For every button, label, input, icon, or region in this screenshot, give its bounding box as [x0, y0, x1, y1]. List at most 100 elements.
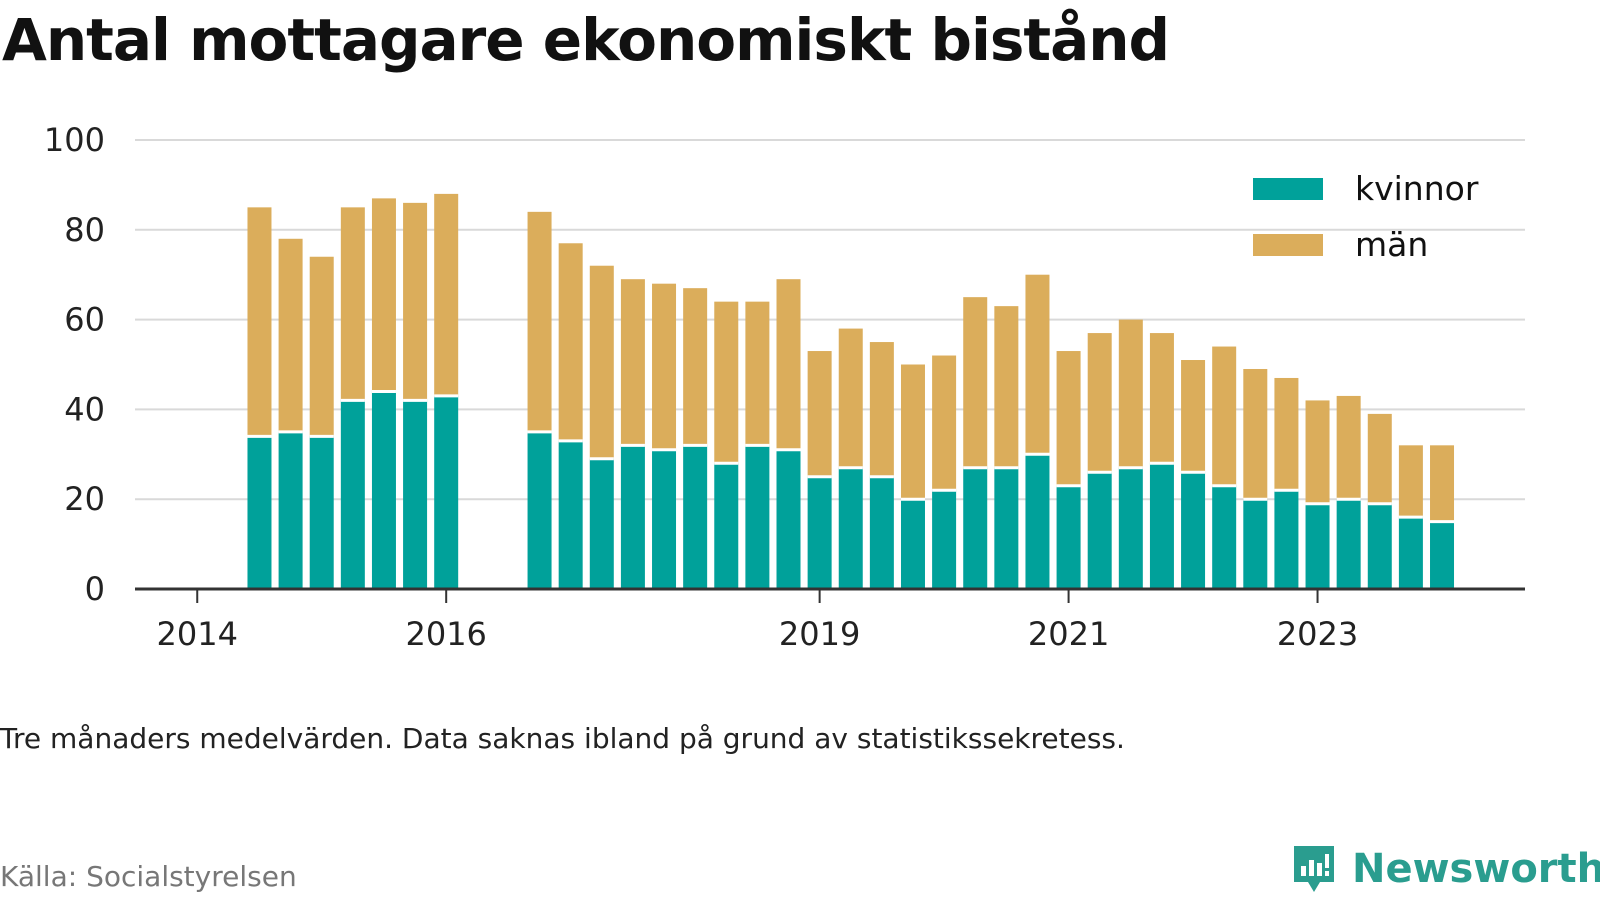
bar-kvinnor	[776, 449, 801, 589]
bar-man	[309, 256, 334, 437]
bar-kvinnor	[994, 467, 1019, 589]
legend-swatch-man	[1253, 234, 1323, 256]
bar-kvinnor	[1181, 472, 1206, 589]
y-axis-ticks: 0 20 40 60 80 100	[44, 121, 105, 608]
bar-kvinnor	[278, 431, 303, 589]
bar-man	[869, 342, 894, 477]
bar-man	[1274, 377, 1299, 491]
bars	[247, 193, 1455, 589]
bar-kvinnor	[900, 499, 925, 589]
x-tick-label: 2014	[157, 615, 238, 653]
bar-man	[900, 364, 925, 500]
legend-swatch-kvinnor	[1253, 178, 1323, 200]
bar-man	[1025, 274, 1050, 455]
bar-kvinnor	[1430, 521, 1455, 589]
bar-man	[1367, 413, 1392, 504]
legend: kvinnor män	[1253, 169, 1479, 264]
bar-man	[994, 306, 1019, 468]
bar-man	[932, 355, 957, 491]
bar-man	[340, 207, 365, 401]
bar-kvinnor	[1274, 490, 1299, 589]
bar-kvinnor	[247, 436, 272, 589]
bar-kvinnor	[309, 436, 334, 589]
bar-man	[1087, 333, 1112, 473]
y-tick-label: 80	[64, 211, 105, 249]
y-tick-label: 0	[85, 570, 105, 608]
bar-man	[776, 279, 801, 450]
x-tick-label: 2023	[1277, 615, 1358, 653]
bar-man	[652, 283, 677, 450]
bar-kvinnor	[1025, 454, 1050, 589]
bar-kvinnor	[434, 395, 459, 589]
chart-note: Tre månaders medelvärden. Data saknas ib…	[0, 722, 1125, 755]
bar-kvinnor	[403, 400, 428, 589]
bar-man	[1305, 400, 1330, 504]
source-text: Källa: Socialstyrelsen	[0, 860, 297, 893]
bar-man	[1149, 333, 1174, 464]
bar-kvinnor	[340, 400, 365, 589]
bar-kvinnor	[807, 476, 832, 589]
bar-man	[278, 238, 303, 432]
bar-man	[963, 297, 988, 468]
bar-kvinnor	[714, 463, 739, 589]
y-tick-label: 60	[64, 301, 105, 339]
bar-kvinnor	[1336, 499, 1361, 589]
bar-man	[1056, 351, 1081, 486]
brand-logo: Newsworthy	[1290, 842, 1600, 896]
brand-name: Newsworthy	[1352, 846, 1600, 892]
bar-kvinnor	[620, 445, 645, 589]
bar-man	[714, 301, 739, 464]
bar-kvinnor	[1212, 485, 1237, 589]
bar-kvinnor	[1087, 472, 1112, 589]
x-tick-label: 2019	[779, 615, 860, 653]
bar-man	[1118, 319, 1143, 468]
bar-man	[620, 279, 645, 446]
bar-kvinnor	[1398, 517, 1423, 589]
bar-kvinnor	[963, 467, 988, 589]
bar-man	[434, 193, 459, 396]
bar-kvinnor	[1367, 503, 1392, 589]
bar-kvinnor	[1305, 503, 1330, 589]
y-tick-label: 40	[64, 390, 105, 428]
x-tick-label: 2016	[405, 615, 486, 653]
bar-man	[589, 265, 614, 459]
bar-man	[745, 301, 770, 446]
bar-kvinnor	[589, 458, 614, 589]
bar-kvinnor	[527, 431, 552, 589]
legend-label-kvinnor: kvinnor	[1355, 169, 1479, 208]
x-tick-label: 2021	[1028, 615, 1109, 653]
bar-man	[371, 198, 396, 392]
bar-kvinnor	[652, 449, 677, 589]
chart-title: Antal mottagare ekonomiskt bistånd	[2, 6, 1170, 74]
y-tick-label: 20	[64, 480, 105, 518]
bar-kvinnor	[1149, 463, 1174, 589]
bar-man	[1336, 395, 1361, 500]
bar-man	[838, 328, 863, 468]
bar-man	[683, 288, 708, 446]
stacked-bar-chart: 0 20 40 60 80 100 2014 2016 2019 2021 2023 kvinno…	[44, 121, 1525, 653]
bar-man	[1398, 445, 1423, 518]
bar-kvinnor	[838, 467, 863, 589]
bar-kvinnor	[558, 440, 583, 589]
bar-man	[403, 202, 428, 401]
bar-kvinnor	[371, 391, 396, 589]
bar-kvinnor	[683, 445, 708, 589]
bar-man	[527, 211, 552, 432]
bar-kvinnor	[745, 445, 770, 589]
bar-kvinnor	[1118, 467, 1143, 589]
bar-kvinnor	[869, 476, 894, 589]
bar-man	[1243, 368, 1268, 500]
bar-kvinnor	[1056, 485, 1081, 589]
bar-man	[247, 207, 272, 437]
x-axis: 2014 2016 2019 2021 2023	[135, 587, 1525, 653]
y-tick-label: 100	[44, 121, 105, 159]
bar-kvinnor	[932, 490, 957, 589]
bar-man	[558, 243, 583, 441]
bar-man	[1430, 445, 1455, 522]
newsworthy-logo-icon	[1294, 846, 1334, 892]
bar-man	[807, 351, 832, 477]
bar-man	[1181, 360, 1206, 473]
legend-label-man: män	[1355, 225, 1428, 264]
bar-kvinnor	[1243, 499, 1268, 589]
bar-man	[1212, 346, 1237, 486]
